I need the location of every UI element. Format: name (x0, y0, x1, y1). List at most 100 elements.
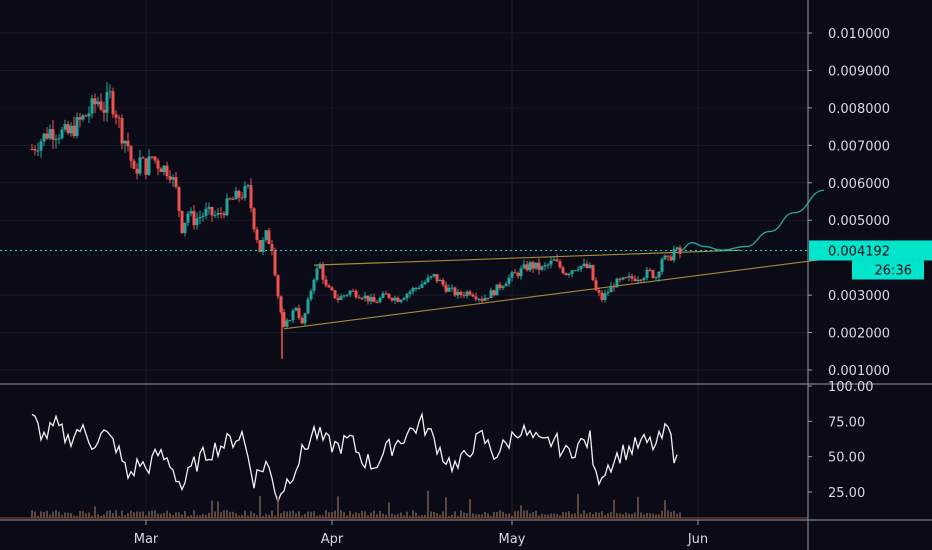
candle-body-113 (369, 297, 373, 302)
candle-body-159 (507, 277, 511, 284)
candle-body-195 (615, 278, 619, 288)
volume-bar-64 (223, 510, 225, 518)
price-tick-label-6: 0.003000 (828, 289, 890, 304)
volume-bar-78 (265, 513, 267, 518)
candle-body-38 (144, 158, 148, 175)
price-tick-label-5: 0.005000 (828, 214, 890, 229)
candle-body-24 (102, 109, 106, 113)
candle-body-81 (273, 250, 277, 276)
volume-bar-65 (226, 510, 228, 518)
volume-bar-114 (373, 510, 375, 518)
candle-body-146 (468, 291, 472, 295)
volume-bar-109 (358, 513, 360, 518)
volume-bar-165 (526, 510, 528, 518)
volume-bar-139 (448, 515, 450, 518)
volume-bar-82 (277, 496, 279, 518)
volume-bar-6 (49, 514, 51, 518)
volume-bar-128 (415, 512, 417, 518)
volume-bar-95 (316, 515, 318, 518)
volume-bar-31 (124, 515, 126, 518)
volume-bar-180 (571, 513, 573, 518)
candle-body-84 (282, 312, 286, 327)
volume-bar-192 (607, 513, 609, 518)
volume-bar-132 (427, 490, 429, 518)
candle-body-141 (453, 287, 457, 296)
volume-bar-124 (403, 515, 405, 518)
candle-body-139 (447, 287, 451, 292)
candle-body-200 (630, 276, 634, 279)
candle-body-62 (216, 213, 220, 215)
volume-bar-135 (436, 513, 438, 518)
volume-bar-204 (643, 514, 645, 518)
candle-body-147 (471, 294, 475, 297)
volume-bar-156 (499, 510, 501, 518)
volume-bar-8 (55, 510, 57, 518)
candle-body-165 (525, 264, 529, 271)
volume-bar-189 (598, 512, 600, 518)
candle-body-53 (189, 211, 193, 214)
candle-body-119 (387, 293, 391, 299)
candle-body-210 (660, 259, 664, 272)
volume-bar-211 (664, 500, 666, 518)
chart-grid (0, 0, 808, 520)
oscillator-tick-label-2: 50.00 (828, 451, 865, 466)
time-axis[interactable]: Mar Apr May Jun (134, 520, 708, 547)
volume-bar-21 (94, 506, 96, 518)
projection-line (679, 189, 825, 251)
candle-body-171 (543, 265, 547, 267)
volume-bar-172 (547, 514, 549, 518)
volume-bar-178 (565, 512, 567, 518)
candle-body-205 (645, 269, 649, 279)
candle-body-184 (582, 263, 586, 266)
current-price-badge (809, 240, 932, 261)
volume-bar-30 (121, 510, 123, 518)
candle-body-153 (489, 290, 493, 298)
volume-bar-50 (181, 514, 183, 518)
candle-body-90 (300, 317, 304, 324)
volume-bar-144 (463, 512, 465, 518)
candle-body-177 (561, 267, 565, 274)
volume-bar-153 (490, 515, 492, 518)
volume-bar-104 (343, 512, 345, 518)
volume-bar-137 (442, 511, 444, 518)
volume-bar-107 (352, 514, 354, 518)
candle-body-102 (336, 298, 340, 301)
candle-body-27 (111, 91, 115, 115)
candle-body-115 (375, 302, 379, 304)
candle-body-41 (153, 156, 157, 161)
volume-bar-193 (610, 511, 612, 518)
candle-body-82 (276, 275, 280, 297)
candle-body-107 (351, 290, 355, 292)
volume-bar-25 (106, 511, 108, 518)
volume-bar-161 (514, 511, 516, 518)
price-axis[interactable]: 0.010000 0.009000 0.008000 0.007000 0.006000… (808, 27, 890, 379)
volume-bar-91 (304, 513, 306, 518)
candle-body-196 (618, 278, 622, 280)
volume-bar-87 (292, 510, 294, 518)
volume-series (0, 490, 808, 519)
volume-bar-62 (217, 501, 219, 518)
volume-bar-174 (553, 513, 555, 518)
volume-bar-98 (325, 510, 327, 518)
volume-bar-136 (439, 514, 441, 518)
candle-body-36 (138, 157, 142, 174)
candle-body-105 (345, 294, 349, 296)
oscillator-tick-label-1: 75.00 (828, 415, 865, 430)
candle-body-98 (324, 279, 328, 286)
volume-bar-216 (679, 512, 681, 518)
candle-body-178 (564, 273, 568, 276)
candle-body-5 (45, 133, 49, 139)
volume-bar-119 (388, 502, 390, 518)
volume-bar-113 (370, 512, 372, 518)
candle-body-134 (432, 274, 436, 277)
candle-body-16 (78, 117, 82, 120)
oscillator-axis[interactable]: 100.00 75.00 50.00 25.00 (808, 380, 874, 501)
candle-body-172 (546, 264, 550, 266)
candle-body-64 (222, 213, 226, 216)
volume-bar-148 (475, 514, 477, 518)
volume-bar-122 (397, 514, 399, 518)
candle-body-202 (636, 279, 640, 282)
candle-body-142 (456, 291, 460, 296)
